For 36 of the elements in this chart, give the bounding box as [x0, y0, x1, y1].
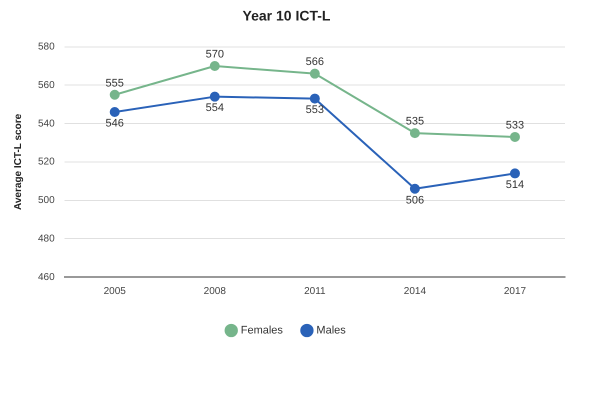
data-label: 514: [506, 178, 524, 191]
data-label: 506: [406, 194, 424, 206]
chart-title: Year 10 ICT-L: [242, 7, 331, 24]
y-tick-label: 560: [38, 80, 56, 91]
x-tick-label: 2005: [104, 286, 126, 297]
data-label: 533: [506, 119, 524, 132]
point: [110, 107, 120, 118]
point: [310, 94, 320, 104]
y-tick-label: 520: [38, 156, 56, 168]
data-label: 566: [306, 56, 324, 68]
data-label: 570: [206, 48, 224, 61]
data-label: 555: [106, 77, 124, 90]
y-tick-label: 540: [38, 118, 56, 130]
x-tick-label: 2017: [504, 286, 527, 297]
y-tick-label: 580: [38, 42, 56, 53]
point: [410, 184, 420, 194]
y-tick-label: 460: [38, 272, 56, 283]
point: [110, 90, 120, 100]
point: [410, 128, 420, 138]
legend-label: Females: [240, 324, 284, 337]
y-axis-title: Average ICT-L score: [12, 113, 24, 210]
x-tick-label: 2014: [404, 286, 426, 297]
x-tick-label: 2008: [204, 286, 226, 297]
data-label: 553: [306, 104, 324, 116]
point: [210, 92, 220, 102]
data-label: 535: [406, 116, 424, 128]
point: [210, 60, 220, 71]
x-tick-label: 2011: [304, 286, 326, 297]
y-tick-label: 480: [38, 233, 56, 244]
data-label: 546: [106, 118, 124, 130]
point: [510, 132, 520, 142]
point: [510, 168, 520, 178]
data-label: 554: [206, 102, 224, 114]
point: [310, 68, 320, 79]
y-tick-label: 500: [38, 195, 56, 206]
legend-label: Males: [316, 324, 346, 337]
